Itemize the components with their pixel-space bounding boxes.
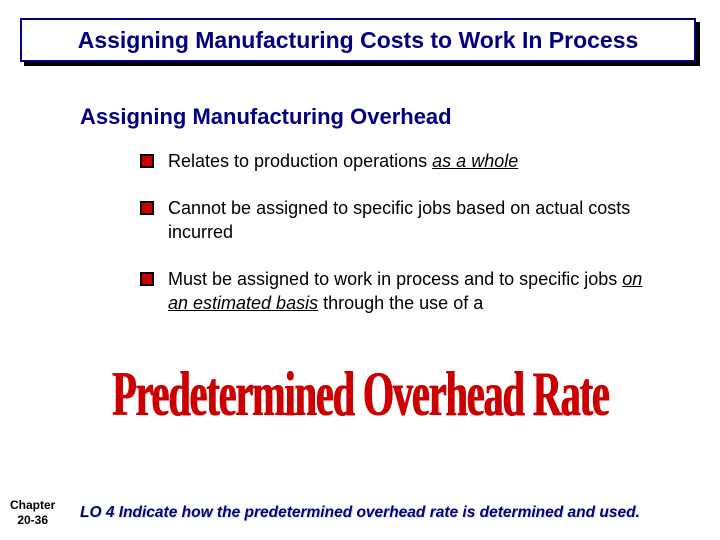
bullet-text: Relates to production operations as a wh… — [168, 150, 660, 173]
bullet-text: Cannot be assigned to specific jobs base… — [168, 197, 660, 244]
bullet-icon — [140, 201, 154, 215]
bullet-emph: as a whole — [432, 151, 518, 171]
list-item: Relates to production operations as a wh… — [140, 150, 660, 173]
chapter-line2: 20-36 — [10, 513, 55, 527]
bullet-pre: Relates to production operations — [168, 151, 432, 171]
chapter-line1: Chapter — [10, 498, 55, 512]
chapter-label: Chapter 20-36 — [10, 498, 55, 527]
bullet-pre: Cannot be assigned to specific jobs base… — [168, 198, 630, 241]
bullet-pre: Must be assigned to work in process and … — [168, 269, 622, 289]
title-box: Assigning Manufacturing Costs to Work In… — [20, 18, 696, 62]
bullet-icon — [140, 154, 154, 168]
bullet-list: Relates to production operations as a wh… — [140, 150, 660, 339]
learning-objective: LO 4 Indicate how the predetermined over… — [80, 504, 710, 522]
bullet-post: through the use of a — [318, 293, 483, 313]
bullet-text: Must be assigned to work in process and … — [168, 268, 660, 315]
highlight-text: Predetermined Overhead Rate — [0, 356, 720, 431]
bullet-icon — [140, 272, 154, 286]
subtitle: Assigning Manufacturing Overhead — [80, 104, 452, 130]
list-item: Cannot be assigned to specific jobs base… — [140, 197, 660, 244]
page-title: Assigning Manufacturing Costs to Work In… — [78, 27, 639, 54]
list-item: Must be assigned to work in process and … — [140, 268, 660, 315]
